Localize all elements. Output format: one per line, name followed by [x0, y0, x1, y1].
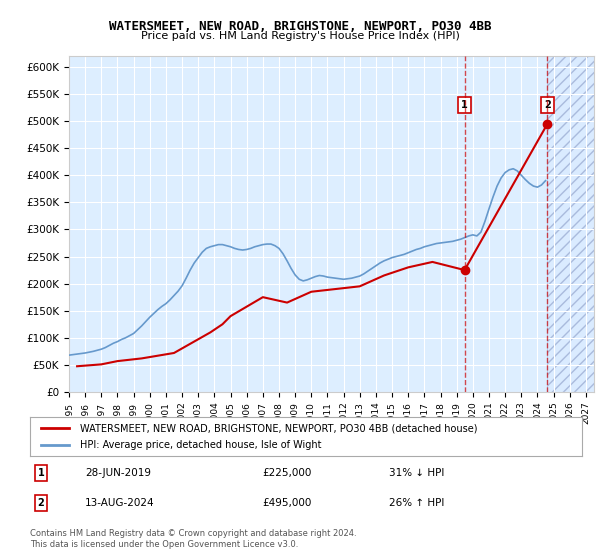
Text: 31% ↓ HPI: 31% ↓ HPI — [389, 468, 444, 478]
Text: WATERSMEET, NEW ROAD, BRIGHSTONE, NEWPORT, PO30 4BB: WATERSMEET, NEW ROAD, BRIGHSTONE, NEWPOR… — [109, 20, 491, 32]
Text: 28-JUN-2019: 28-JUN-2019 — [85, 468, 151, 478]
Text: Price paid vs. HM Land Registry's House Price Index (HPI): Price paid vs. HM Land Registry's House … — [140, 31, 460, 41]
Text: £495,000: £495,000 — [262, 498, 311, 508]
Text: WATERSMEET, NEW ROAD, BRIGHSTONE, NEWPORT, PO30 4BB (detached house): WATERSMEET, NEW ROAD, BRIGHSTONE, NEWPOR… — [80, 423, 477, 433]
Text: Contains HM Land Registry data © Crown copyright and database right 2024.
This d: Contains HM Land Registry data © Crown c… — [30, 529, 356, 549]
Text: 13-AUG-2024: 13-AUG-2024 — [85, 498, 155, 508]
Bar — [547, 56, 594, 392]
Text: 1: 1 — [38, 468, 44, 478]
Text: 1: 1 — [461, 100, 468, 110]
Text: 26% ↑ HPI: 26% ↑ HPI — [389, 498, 444, 508]
Text: 2: 2 — [544, 100, 551, 110]
Text: HPI: Average price, detached house, Isle of Wight: HPI: Average price, detached house, Isle… — [80, 440, 321, 450]
Bar — [547, 56, 594, 392]
Text: 2: 2 — [38, 498, 44, 508]
Text: £225,000: £225,000 — [262, 468, 311, 478]
